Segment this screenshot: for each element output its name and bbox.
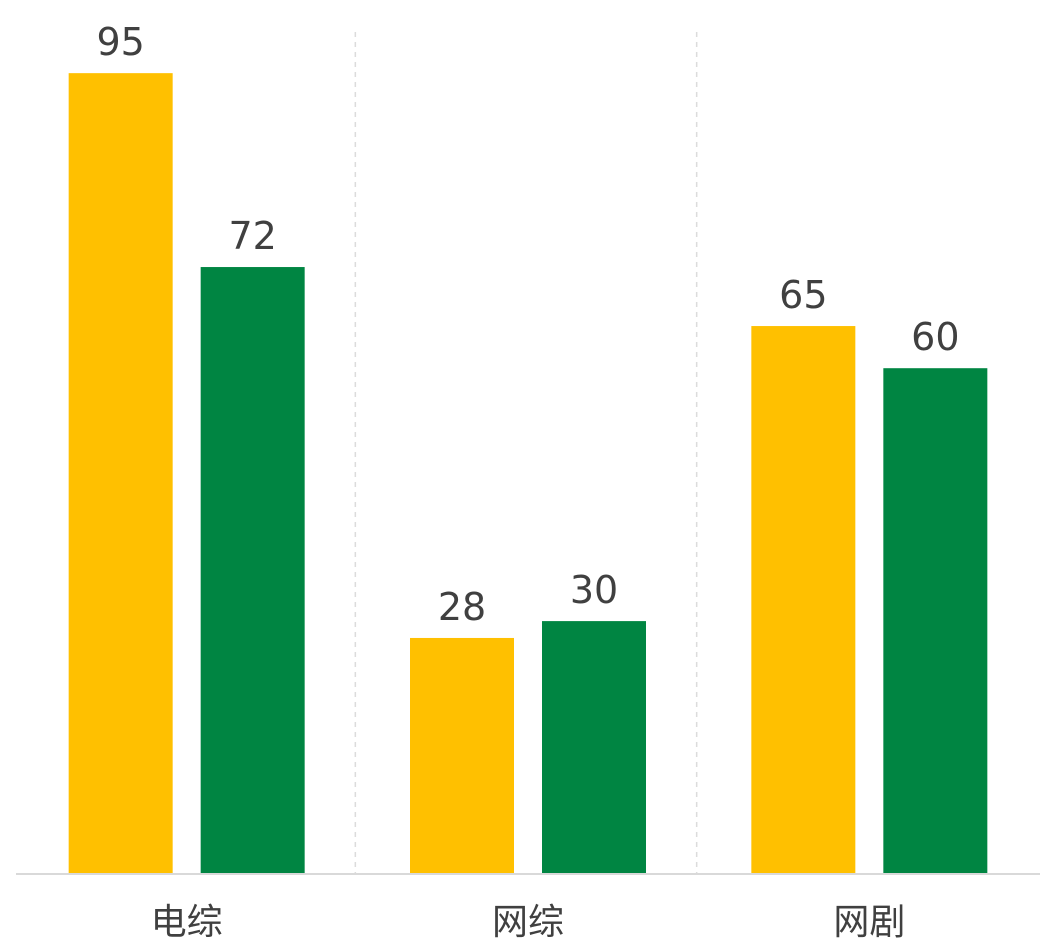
category-labels-group: 电综 网综 网剧 <box>151 902 906 942</box>
bar-2-series-2 <box>542 621 646 874</box>
bar-3-series-1 <box>751 326 856 874</box>
bar-1-series-1 <box>68 73 173 874</box>
value-label-2-series-2: 30 <box>570 568 618 612</box>
value-label-3-series-2: 60 <box>911 315 959 359</box>
grid-lines <box>354 32 698 874</box>
bar-3-series-2 <box>883 368 988 874</box>
value-label-1-series-1: 95 <box>96 20 144 64</box>
value-label-1-series-2: 72 <box>228 214 276 258</box>
bar-1-series-2 <box>200 267 305 874</box>
value-label-3-series-1: 65 <box>779 273 827 317</box>
category-label-1: 电综 <box>151 902 223 942</box>
category-label-2: 网综 <box>492 902 564 942</box>
value-labels-group: 95 72 28 30 65 60 <box>96 20 959 629</box>
bars-group <box>68 73 988 874</box>
bar-2-series-1 <box>410 637 514 874</box>
value-label-2-series-1: 28 <box>438 585 486 629</box>
category-label-3: 网剧 <box>833 902 905 942</box>
